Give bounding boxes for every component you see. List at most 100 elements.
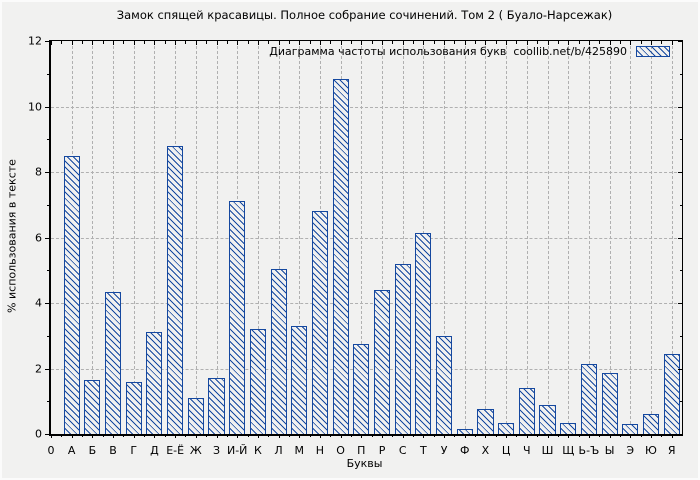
- x-minor-tick-mirror: [268, 41, 270, 44]
- bar: [622, 424, 639, 434]
- x-minor-tick: [495, 434, 497, 437]
- x-minor-tick: [102, 434, 104, 437]
- x-tick-mirror: [382, 41, 384, 45]
- x-minor-tick: [164, 434, 166, 437]
- x-tick: [630, 434, 632, 438]
- x-minor-tick: [619, 434, 621, 437]
- x-tick-label: З: [212, 444, 221, 457]
- bar: [270, 268, 287, 434]
- bar: [415, 232, 432, 434]
- v-gridline: [133, 41, 135, 434]
- x-tick-label: Н: [315, 444, 325, 457]
- x-tick: [588, 434, 590, 438]
- h-gridline: [51, 237, 682, 239]
- bar: [456, 429, 473, 434]
- x-tick: [216, 434, 218, 438]
- x-minor-tick-mirror: [164, 41, 166, 44]
- x-tick-mirror: [650, 41, 652, 45]
- x-minor-tick-mirror: [288, 41, 290, 44]
- x-tick-mirror: [485, 41, 487, 45]
- x-tick-mirror: [154, 41, 156, 45]
- x-tick-mirror: [237, 41, 239, 45]
- x-minor-tick: [433, 434, 435, 437]
- legend-hatch-swatch-icon: [636, 46, 670, 57]
- y-minor-tick: [47, 139, 50, 141]
- x-tick-mirror: [71, 41, 73, 45]
- x-tick: [195, 434, 197, 438]
- y-minor-tick: [47, 270, 50, 272]
- h-gridline: [51, 172, 682, 173]
- x-tick-mirror: [340, 41, 342, 45]
- x-minor-tick: [247, 434, 249, 437]
- x-tick-mirror: [464, 41, 466, 45]
- bar: [539, 404, 556, 434]
- x-minor-tick-mirror: [206, 41, 208, 44]
- v-gridline: [506, 41, 508, 434]
- bar: [187, 397, 204, 434]
- h-gridline: [51, 303, 682, 304]
- x-tick-label: Э: [626, 444, 635, 457]
- y-minor-tick: [47, 401, 50, 403]
- x-tick-label: Р: [378, 444, 386, 457]
- x-minor-tick-mirror: [454, 41, 456, 44]
- bar: [104, 291, 122, 434]
- x-tick-label: Ц: [501, 444, 511, 457]
- x-tick-mirror: [195, 41, 197, 45]
- y-tick-label: 0: [35, 427, 42, 441]
- bar: [663, 353, 680, 434]
- x-tick-label: Ф: [460, 444, 470, 457]
- x-tick-label: П: [357, 444, 366, 457]
- x-tick: [51, 434, 52, 438]
- x-minor-tick: [557, 434, 559, 437]
- x-tick-label: Т: [420, 444, 427, 457]
- x-minor-tick-mirror: [392, 41, 394, 44]
- x-minor-tick: [82, 434, 84, 437]
- bar: [518, 388, 535, 434]
- x-minor-tick: [144, 434, 146, 437]
- x-tick: [71, 434, 73, 438]
- x-tick: [113, 434, 115, 438]
- x-tick-mirror: [133, 41, 135, 45]
- y-minor-tick-mirror: [679, 73, 682, 75]
- y-axis-title: % использования в тексте: [5, 159, 19, 313]
- v-gridline: [609, 41, 611, 434]
- v-gridline: [154, 41, 156, 434]
- x-minor-tick: [599, 434, 601, 437]
- bar: [436, 335, 453, 434]
- y-tick: [45, 106, 50, 108]
- y-tick-mirror: [678, 368, 682, 370]
- bar: [353, 343, 370, 434]
- x-tick-mirror: [630, 41, 632, 45]
- x-minor-tick-mirror: [350, 41, 352, 44]
- x-tick-mirror: [51, 41, 52, 45]
- y-tick: [45, 434, 50, 435]
- x-tick-label: Ь-Ъ: [578, 444, 600, 457]
- v-gridline: [299, 41, 301, 434]
- x-tick-label: Е-Ё: [166, 444, 185, 457]
- y-tick: [45, 303, 50, 304]
- x-minor-tick: [371, 434, 373, 437]
- h-gridline: [51, 106, 682, 108]
- x-minor-tick-mirror: [433, 41, 435, 44]
- x-minor-tick: [309, 434, 311, 437]
- x-minor-tick-mirror: [185, 41, 187, 44]
- x-tick-label: Ю: [645, 444, 657, 457]
- y-tick-label: 4: [35, 296, 42, 310]
- v-gridline: [485, 41, 487, 434]
- x-minor-tick: [123, 434, 125, 437]
- x-minor-tick-mirror: [557, 41, 559, 44]
- y-tick-label: 2: [35, 362, 42, 375]
- chart-title: Замок спящей красавицы. Полное собрание …: [116, 8, 613, 22]
- y-tick-label: 6: [35, 231, 42, 244]
- bar: [394, 263, 411, 434]
- y-tick-label: 12: [28, 34, 42, 48]
- x-tick: [299, 434, 301, 438]
- x-minor-tick: [640, 434, 642, 437]
- x-tick: [464, 434, 466, 438]
- bar: [498, 422, 515, 434]
- x-minor-tick: [578, 434, 580, 437]
- y-minor-tick-mirror: [679, 139, 682, 141]
- x-minor-tick-mirror: [640, 41, 642, 44]
- bar: [208, 378, 225, 434]
- bar: [373, 289, 391, 434]
